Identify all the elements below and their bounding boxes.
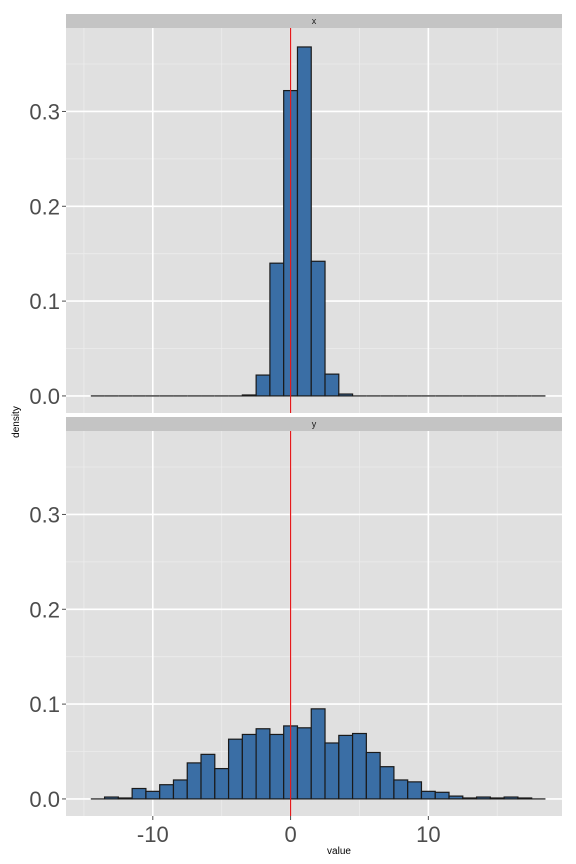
- histogram-bar: [365, 751, 381, 800]
- histogram-bar: [310, 708, 326, 800]
- histogram-bar: [517, 797, 533, 800]
- histogram-bar: [214, 767, 230, 800]
- histogram-bar: [172, 779, 188, 800]
- histogram-bar: [489, 797, 505, 800]
- histogram-bar: [351, 732, 367, 800]
- histogram-bar: [393, 779, 409, 800]
- histogram-bar: [503, 796, 519, 800]
- histogram-bar: [241, 394, 257, 397]
- histogram-bar: [241, 733, 257, 800]
- histogram-bar: [324, 373, 340, 397]
- histogram-bar: [338, 734, 354, 800]
- histogram-bar: [310, 260, 326, 397]
- x-tick-label: 10: [416, 822, 440, 847]
- histogram-bar: [159, 784, 175, 800]
- histogram-bar: [324, 742, 340, 800]
- x-axis-title: value: [327, 846, 351, 857]
- histogram-bar: [186, 762, 202, 800]
- histogram-bar: [117, 797, 133, 800]
- histogram-bar: [338, 393, 354, 397]
- y-tick-label: 0.0: [29, 787, 60, 812]
- histogram-bar: [407, 781, 423, 800]
- histogram-bar: [434, 791, 450, 800]
- panel-y: y 0.0 0.1 0.2 0.3: [29, 417, 562, 816]
- facet-strip: [66, 417, 562, 431]
- facet-strip-label: y: [312, 419, 317, 429]
- histogram-bar: [145, 790, 161, 800]
- histogram-bar: [255, 374, 271, 397]
- y-tick-label: 0.1: [29, 692, 60, 717]
- histogram-bar: [131, 787, 147, 800]
- histogram-bar: [103, 796, 119, 800]
- histogram-bar: [269, 262, 285, 397]
- histogram-bar: [269, 733, 285, 800]
- histogram-bar: [296, 727, 312, 800]
- x-tick-label: 0: [284, 822, 296, 847]
- histogram-bar: [255, 728, 271, 800]
- facet-strip: [66, 14, 562, 28]
- histogram-bar: [227, 738, 243, 800]
- y-tick-label: 0.0: [29, 384, 60, 409]
- histogram-bar: [448, 795, 464, 800]
- histogram-bar: [379, 766, 395, 800]
- histogram-bar: [475, 796, 491, 800]
- x-tick-label: -10: [137, 822, 169, 847]
- y-tick-label: 0.1: [29, 289, 60, 314]
- histogram-bar: [462, 797, 478, 800]
- panel-x: x 0.0 0.1 0.2 0.3: [29, 14, 562, 413]
- y-axis-title: density: [11, 406, 22, 438]
- facet-strip-label: x: [312, 16, 317, 26]
- y-tick-label: 0.2: [29, 597, 60, 622]
- histogram-bar: [296, 46, 312, 397]
- y-tick-label: 0.2: [29, 194, 60, 219]
- histogram-bar: [420, 790, 436, 800]
- histogram-bar: [200, 753, 216, 800]
- y-tick-label: 0.3: [29, 99, 60, 124]
- y-tick-label: 0.3: [29, 502, 60, 527]
